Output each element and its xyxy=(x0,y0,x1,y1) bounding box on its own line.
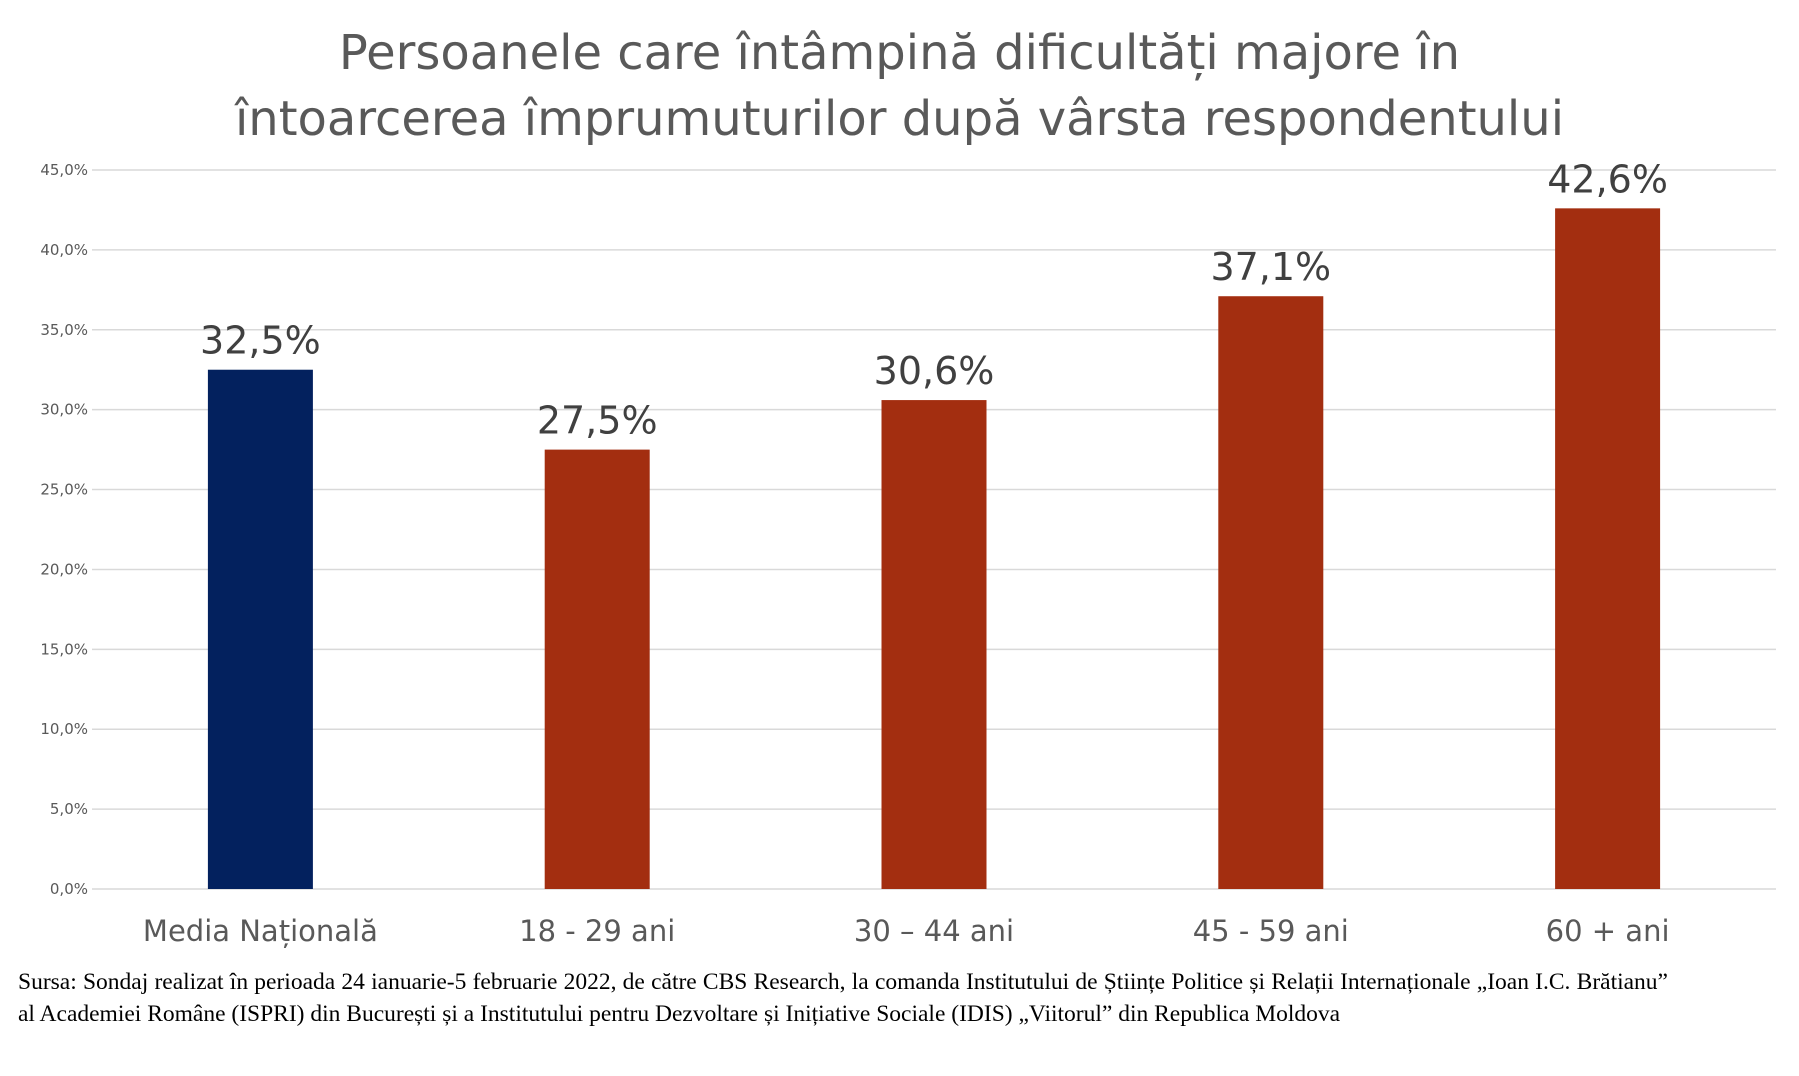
bar xyxy=(1218,296,1324,889)
data-labels: 32,5% 27,5% 30,6% 37,1% 42,6% xyxy=(200,157,1668,442)
chart-title: Persoanele care întâmpină dificultăți ma… xyxy=(0,20,1799,152)
y-tick-label: 20,0% xyxy=(40,560,88,578)
source-note: Sursa: Sondaj realizat în perioada 24 ia… xyxy=(18,969,1668,1027)
y-tick-label: 40,0% xyxy=(40,241,88,259)
y-tick-label: 0,0% xyxy=(50,880,88,898)
data-label: 30,6% xyxy=(874,349,995,393)
bar-chart: 0,0% 5,0% 10,0% 15,0% 20,0% 25,0% 30,0% 35,0% 40… xyxy=(40,157,1776,948)
y-tick-label: 5,0% xyxy=(50,800,88,818)
y-tick-label: 10,0% xyxy=(40,720,88,738)
data-label: 42,6% xyxy=(1547,157,1668,201)
category-label: Media Națională xyxy=(143,914,378,948)
y-axis-tick-labels: 0,0% 5,0% 10,0% 15,0% 20,0% 25,0% 30,0% 35,0% 40… xyxy=(40,161,88,898)
x-axis-category-labels: Media Națională 18 - 29 ani 30 – 44 ani 45 … xyxy=(143,914,1670,948)
chart-title-line-1: Persoanele care întâmpină dificultăți ma… xyxy=(338,25,1461,81)
bar xyxy=(1555,208,1661,889)
category-label: 30 – 44 ani xyxy=(854,914,1014,948)
y-tick-label: 15,0% xyxy=(40,640,88,658)
y-tick-label: 45,0% xyxy=(40,161,88,179)
category-label: 45 - 59 ani xyxy=(1193,914,1349,948)
bar xyxy=(881,400,987,889)
chart-title-line-2: întoarcerea împrumuturilor după vârsta r… xyxy=(234,91,1565,147)
data-label: 32,5% xyxy=(200,319,321,363)
category-label: 18 - 29 ani xyxy=(519,914,675,948)
bar xyxy=(207,369,313,889)
y-tick-label: 25,0% xyxy=(40,481,88,499)
data-label: 27,5% xyxy=(537,399,658,443)
bar xyxy=(544,449,650,889)
category-label: 60 + ani xyxy=(1546,914,1670,948)
bars xyxy=(207,208,1661,889)
y-tick-label: 30,0% xyxy=(40,401,88,419)
y-tick-label: 35,0% xyxy=(40,321,88,339)
data-label: 37,1% xyxy=(1210,245,1331,289)
